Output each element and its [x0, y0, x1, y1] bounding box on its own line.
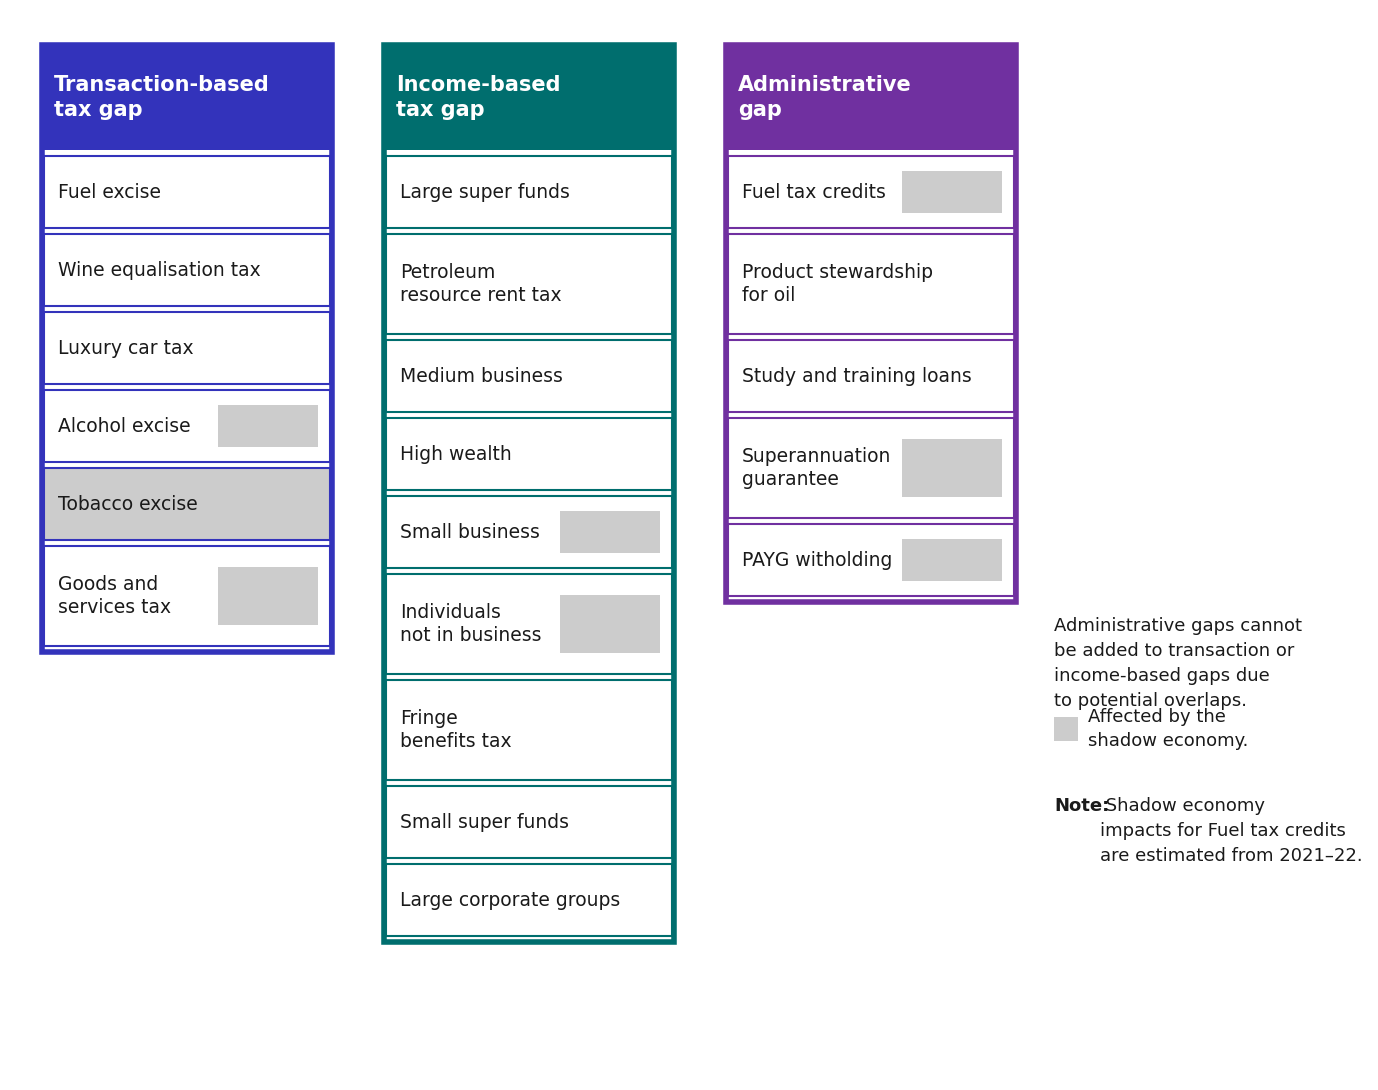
FancyBboxPatch shape: [44, 234, 329, 306]
Text: Tobacco excise: Tobacco excise: [58, 495, 198, 513]
Text: Transaction-based
tax gap: Transaction-based tax gap: [54, 75, 270, 120]
FancyBboxPatch shape: [386, 234, 672, 334]
Text: Fringe
benefits tax: Fringe benefits tax: [400, 708, 511, 751]
Text: Affected by the
shadow economy.: Affected by the shadow economy.: [1089, 707, 1248, 751]
Text: Superannuation
guarantee: Superannuation guarantee: [741, 447, 892, 489]
Text: Product stewardship
for oil: Product stewardship for oil: [741, 263, 933, 305]
Text: Individuals
not in business: Individuals not in business: [400, 603, 542, 645]
FancyBboxPatch shape: [386, 156, 672, 228]
FancyBboxPatch shape: [559, 511, 660, 553]
FancyBboxPatch shape: [559, 595, 660, 653]
Text: Wine equalisation tax: Wine equalisation tax: [58, 261, 260, 279]
FancyBboxPatch shape: [903, 439, 1002, 497]
Text: Administrative
gap: Administrative gap: [739, 75, 912, 120]
FancyBboxPatch shape: [386, 574, 672, 674]
Text: Fuel tax credits: Fuel tax credits: [741, 182, 886, 202]
FancyBboxPatch shape: [386, 340, 672, 412]
FancyBboxPatch shape: [44, 546, 329, 646]
FancyBboxPatch shape: [218, 405, 318, 447]
FancyBboxPatch shape: [1054, 717, 1078, 741]
Text: PAYG witholding: PAYG witholding: [741, 550, 893, 569]
Text: Shadow economy
impacts for Fuel tax credits
are estimated from 2021–22.: Shadow economy impacts for Fuel tax cred…: [1100, 797, 1363, 865]
Text: Administrative gaps cannot
be added to transaction or
income-based gaps due
to p: Administrative gaps cannot be added to t…: [1054, 617, 1302, 710]
FancyBboxPatch shape: [728, 340, 1014, 412]
Text: Large corporate groups: Large corporate groups: [400, 891, 620, 909]
FancyBboxPatch shape: [728, 234, 1014, 334]
FancyBboxPatch shape: [384, 45, 674, 150]
Text: Luxury car tax: Luxury car tax: [58, 339, 194, 358]
FancyBboxPatch shape: [386, 496, 672, 568]
Text: High wealth: High wealth: [400, 445, 511, 463]
Text: Fuel excise: Fuel excise: [58, 182, 161, 202]
FancyBboxPatch shape: [44, 390, 329, 462]
Text: Medium business: Medium business: [400, 366, 562, 386]
FancyBboxPatch shape: [728, 524, 1014, 596]
FancyBboxPatch shape: [903, 171, 1002, 213]
FancyBboxPatch shape: [386, 864, 672, 936]
FancyBboxPatch shape: [44, 312, 329, 384]
FancyBboxPatch shape: [44, 156, 329, 228]
FancyBboxPatch shape: [726, 45, 1016, 150]
FancyBboxPatch shape: [386, 786, 672, 858]
Text: Small super funds: Small super funds: [400, 812, 569, 832]
FancyBboxPatch shape: [386, 680, 672, 780]
Text: Large super funds: Large super funds: [400, 182, 570, 202]
Text: Note:: Note:: [1054, 797, 1109, 815]
FancyBboxPatch shape: [44, 468, 329, 540]
Text: Income-based
tax gap: Income-based tax gap: [395, 75, 561, 120]
FancyBboxPatch shape: [386, 417, 672, 490]
Text: Goods and
services tax: Goods and services tax: [58, 574, 171, 617]
FancyBboxPatch shape: [218, 567, 318, 625]
FancyBboxPatch shape: [728, 156, 1014, 228]
FancyBboxPatch shape: [728, 417, 1014, 518]
Text: Petroleum
resource rent tax: Petroleum resource rent tax: [400, 263, 562, 305]
Text: Small business: Small business: [400, 522, 540, 542]
Text: Alcohol excise: Alcohol excise: [58, 416, 190, 436]
FancyBboxPatch shape: [41, 45, 332, 150]
FancyBboxPatch shape: [903, 540, 1002, 581]
Text: Study and training loans: Study and training loans: [741, 366, 971, 386]
